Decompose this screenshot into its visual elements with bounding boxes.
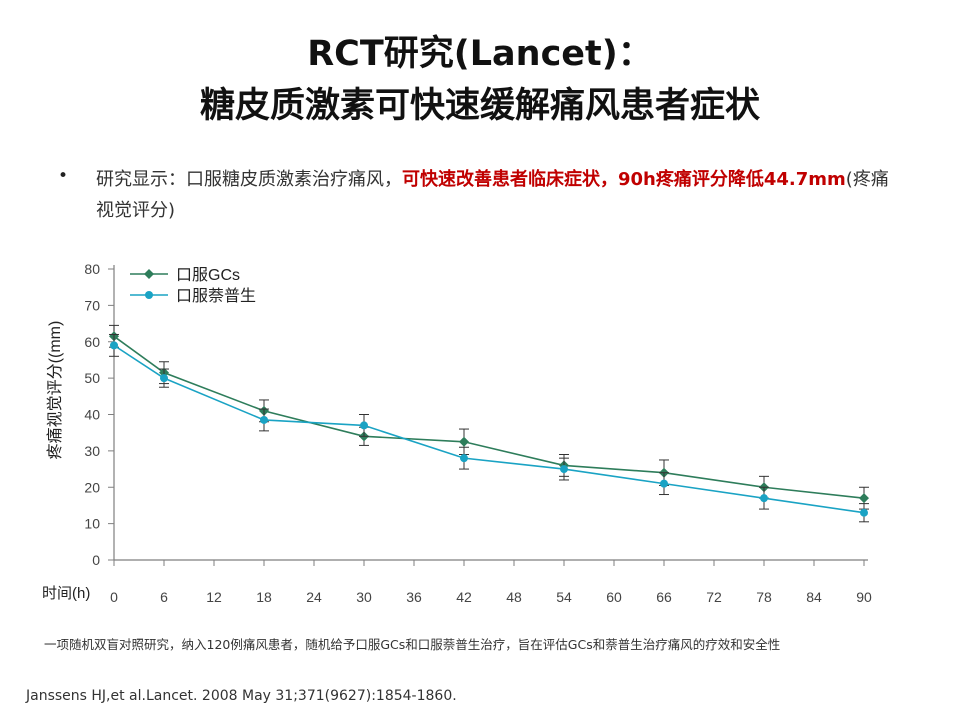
x-tick-label: 6 [160,589,168,605]
legend-label: 口服萘普生 [176,287,256,305]
data-point [260,415,268,424]
bullet-text: 研究显示：口服糖皮质激素治疗痛风，可快速改善患者临床症状，90h疼痛评分降低44… [96,164,896,226]
y-tick-label: 40 [84,407,100,423]
data-point [859,493,869,504]
data-point [110,341,118,350]
y-axis-label: 疼痛视觉评分((mm) [46,321,64,460]
series-1 [109,324,869,510]
series-2 [109,333,869,523]
y-tick-label: 70 [84,297,100,313]
bullet-text-highlight: 可快速改善患者临床症状，90h疼痛评分降低44.7mm [402,169,846,190]
y-tick-label: 60 [84,334,100,350]
y-tick-label: 10 [84,516,100,532]
y-tick-label: 20 [84,479,100,495]
y-tick-label: 0 [92,552,100,568]
data-point [660,479,668,488]
x-tick-label: 60 [606,589,622,605]
x-tick-label: 84 [806,589,822,605]
x-tick-label: 12 [206,589,222,605]
x-tick-label: 72 [706,589,722,605]
study-footnote: 一项随机双盲对照研究，纳入120例痛风患者，随机给予口服GCs和口服萘普生治疗，… [44,637,781,652]
series-line [113,344,865,514]
x-tick-label: 78 [756,589,772,605]
reference-citation: Janssens HJ,et al.Lancet. 2008 May 31;37… [26,688,457,704]
data-point [459,436,469,447]
y-tick-label: 30 [84,443,100,459]
x-tick-label: 0 [110,589,118,605]
data-point [760,494,768,503]
bullet-marker: • [58,166,69,186]
bullet-text-normal: 研究显示：口服糖皮质激素治疗痛风， [96,169,402,190]
series-line [113,335,865,499]
chart-legend: 口服GCs 口服萘普生 [130,266,256,305]
x-tick-label: 30 [356,589,372,605]
y-tick-label: 80 [84,261,100,277]
data-point [560,465,568,474]
data-point [460,454,468,463]
x-tick-label: 66 [656,589,672,605]
x-tick-label: 24 [306,589,322,605]
x-tick-label: 42 [456,589,472,605]
x-tick-label: 54 [556,589,572,605]
x-tick-label: 48 [506,589,522,605]
legend-marker [144,269,154,279]
slide-title-line2: 糖皮质激素可快速缓解痛风患者症状 [199,86,760,126]
x-tick-label: 36 [406,589,422,605]
x-axis-label: 时间(h) [42,585,90,602]
y-tick-label: 50 [84,370,100,386]
x-tick-label: 18 [256,589,272,605]
x-tick-label: 90 [856,589,872,605]
bullet-text-tail: (疼痛视觉评分) [96,169,889,221]
legend-marker [145,291,153,299]
data-point [160,374,168,383]
slide-title-line1: RCT研究(Lancet)： [307,34,653,74]
legend-label: 口服GCs [176,266,240,284]
data-point [860,508,868,517]
data-point [360,421,368,430]
